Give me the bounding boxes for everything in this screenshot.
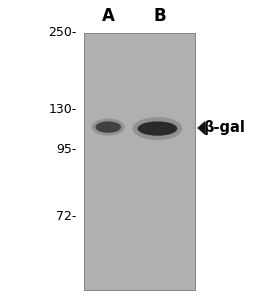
Text: 72-: 72- (56, 210, 77, 223)
Text: 250-: 250- (48, 26, 77, 39)
Bar (84, 33, 195, 290)
Ellipse shape (92, 119, 125, 136)
Text: 130-: 130- (49, 103, 77, 116)
Text: 95-: 95- (56, 143, 77, 156)
Text: A: A (102, 7, 115, 25)
Ellipse shape (95, 121, 121, 133)
Text: B: B (154, 7, 166, 25)
Text: β-gal: β-gal (204, 120, 246, 135)
Ellipse shape (133, 117, 182, 140)
Polygon shape (197, 121, 205, 135)
Ellipse shape (138, 121, 177, 136)
